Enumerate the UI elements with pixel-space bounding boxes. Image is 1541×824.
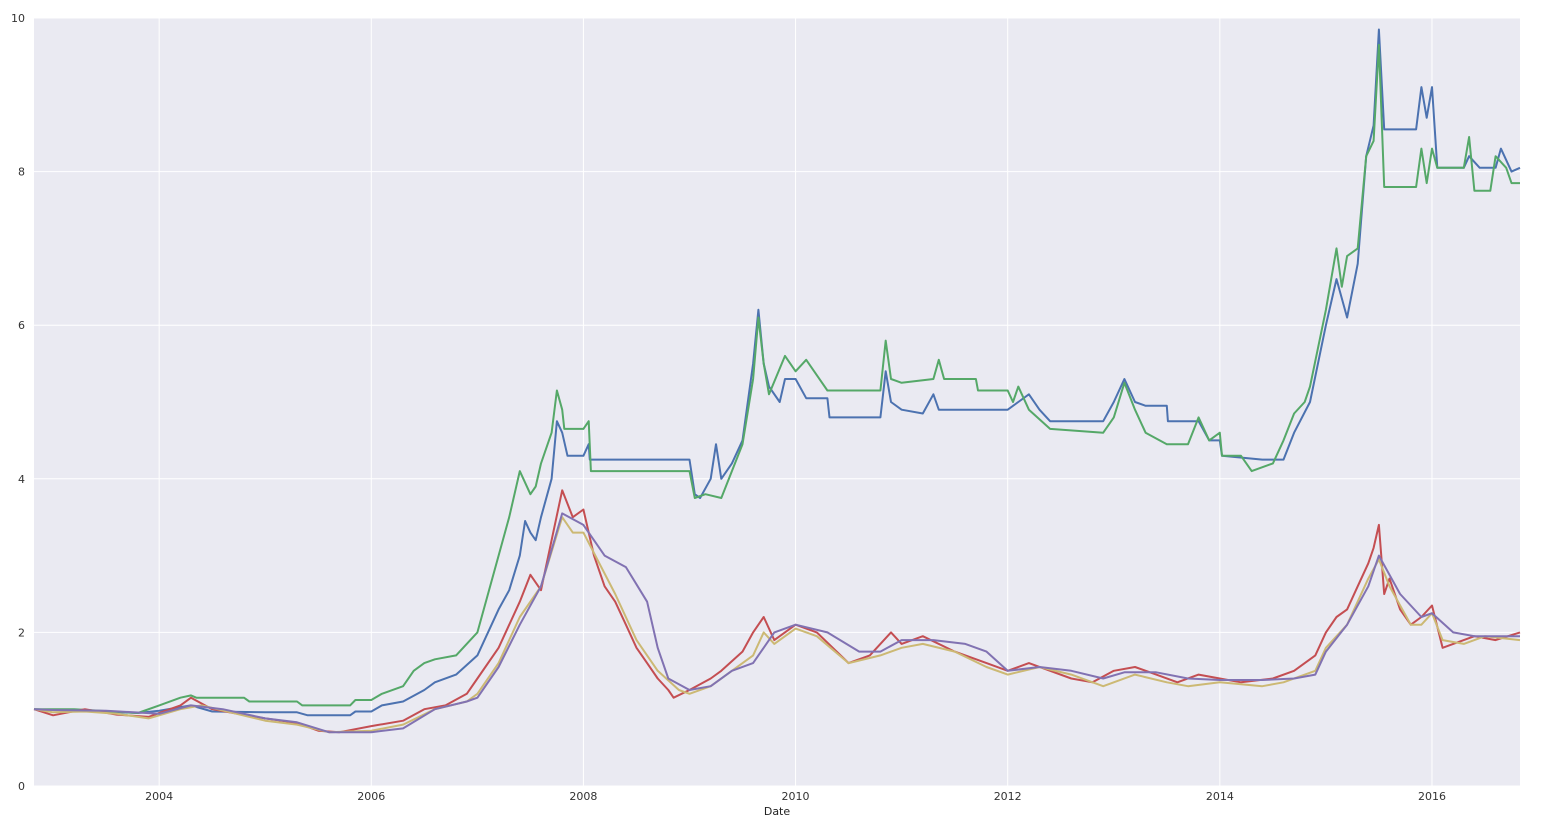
x-axis-label: Date: [764, 805, 791, 818]
y-tick-label: 8: [18, 166, 25, 179]
x-tick-label: 2010: [782, 790, 810, 803]
tick-labels: 2004 2006 2008 2010 2012 2014 2016 0 2 4 6 8 10: [11, 12, 1446, 803]
y-tick-label: 6: [18, 319, 25, 332]
plot-area: [34, 18, 1520, 786]
x-tick-label: 2004: [145, 790, 173, 803]
y-tick-label: 10: [11, 12, 25, 25]
series-lines: [33, 28, 1521, 734]
x-tick-label: 2008: [569, 790, 597, 803]
x-tick-label: 2006: [357, 790, 385, 803]
series-line-5: [33, 512, 1520, 734]
x-tick-label: 2012: [994, 790, 1022, 803]
x-tick-label: 2014: [1206, 790, 1234, 803]
x-tick-label: 2016: [1418, 790, 1446, 803]
series-line-1: [33, 28, 1521, 717]
series-line-2: [34, 43, 1520, 714]
y-tick-label: 0: [18, 780, 25, 793]
y-tick-label: 2: [18, 626, 25, 639]
series-line-3: [33, 489, 1521, 734]
y-tick-label: 4: [18, 473, 25, 486]
